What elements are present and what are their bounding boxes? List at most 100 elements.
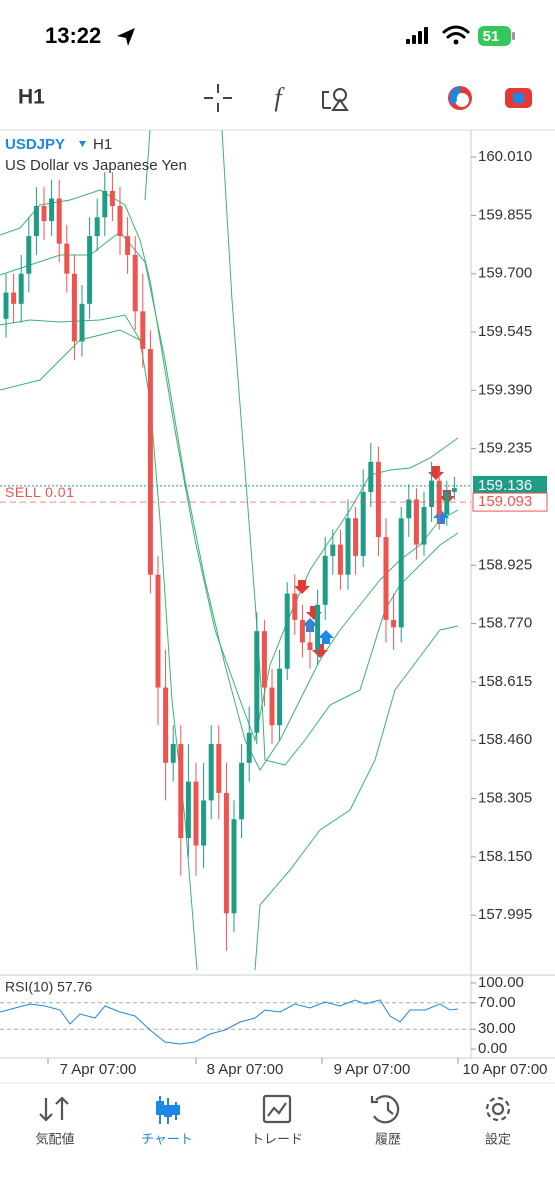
candle-body: [345, 518, 351, 575]
candle-body: [368, 461, 374, 492]
trade-icon: [262, 1094, 292, 1124]
history-icon: [370, 1095, 400, 1124]
candle-body: [330, 544, 336, 556]
candle-body: [261, 631, 267, 688]
tab-label[interactable]: チャート: [141, 1131, 193, 1146]
candle-body: [132, 254, 138, 312]
indicators-button[interactable]: f: [274, 83, 285, 112]
signal-icon: [406, 27, 428, 44]
tab-label[interactable]: トレード: [251, 1131, 303, 1146]
candle-body: [64, 243, 70, 274]
candle-body: [406, 499, 412, 519]
candle-body: [353, 518, 359, 556]
candle-body: [322, 555, 328, 605]
candle-body: [87, 236, 93, 304]
time-label: 8 Apr 07:00: [207, 1061, 284, 1078]
candle-body: [223, 792, 229, 914]
price-tick-label: 160.010: [478, 148, 532, 165]
bid-label: 159.136: [478, 477, 532, 494]
candle-body: [178, 743, 184, 839]
price-tick-label: 159.855: [478, 206, 532, 223]
candle-body: [299, 619, 305, 643]
rsi-tick-label: 0.00: [478, 1040, 507, 1057]
candle-body: [277, 668, 283, 726]
rsi-line: [0, 999, 459, 1045]
tab-label[interactable]: 履歴: [375, 1131, 401, 1146]
tab-label[interactable]: 設定: [485, 1131, 511, 1146]
candle-body: [383, 537, 389, 620]
wifi-icon: [442, 25, 470, 39]
price-tick-label: 158.925: [478, 556, 532, 573]
candle-body: [231, 819, 237, 914]
onclick-button-inner: [513, 93, 524, 103]
wifi-dot: [453, 39, 459, 45]
candle-body: [208, 743, 214, 801]
candle-body: [436, 480, 442, 515]
candle-body: [315, 604, 321, 650]
candle-body: [49, 198, 55, 222]
candle-body: [26, 236, 32, 274]
clock: 13:22: [45, 23, 101, 48]
chart-timeframe: H1: [93, 136, 112, 153]
price-tick-label: 158.305: [478, 790, 532, 807]
indicator-lines: [0, 129, 459, 971]
candle-body: [56, 198, 62, 244]
candle-body: [117, 205, 123, 237]
price-tick-label: 159.235: [478, 440, 532, 457]
battery-level: 51: [483, 28, 500, 45]
candle-body: [125, 236, 131, 255]
price-tick-label: 158.615: [478, 673, 532, 690]
quotes-icon: [39, 1096, 69, 1122]
candle-body: [11, 292, 17, 304]
crosshair-button[interactable]: [204, 84, 232, 112]
candle-body: [185, 781, 191, 839]
candle-body: [444, 491, 450, 515]
candle-body: [41, 205, 47, 222]
candle-body: [33, 205, 39, 237]
rsi-tick-label: 100.00: [478, 974, 524, 991]
symbol: USDJPY: [5, 136, 65, 153]
candle-body: [193, 781, 199, 846]
timeframe-button[interactable]: H1: [18, 86, 45, 109]
symbol-dropdown[interactable]: [79, 141, 86, 147]
candle-body: [170, 743, 176, 763]
rsi-tick-label: 70.00: [478, 994, 516, 1011]
symbol-description: US Dollar vs Japanese Yen: [5, 157, 187, 174]
candle-body: [201, 800, 207, 846]
time-label: 9 Apr 07:00: [334, 1061, 411, 1078]
price-tick-label: 158.150: [478, 848, 532, 865]
candle-body: [421, 506, 427, 545]
candle-body: [360, 491, 366, 556]
battery-cap: [512, 32, 515, 40]
candle-body: [79, 303, 85, 342]
candle-body: [102, 190, 108, 218]
candle-body: [451, 488, 457, 492]
position-text: SELL 0.01: [5, 484, 74, 500]
price-tick-label: 157.995: [478, 906, 532, 923]
candle-body: [109, 190, 115, 206]
candle-body: [391, 619, 397, 628]
trade-button-inner: [455, 93, 469, 107]
candle-body: [163, 687, 169, 763]
tab-label[interactable]: 気配値: [35, 1131, 74, 1146]
price-tick-label: 158.460: [478, 731, 532, 748]
position-label-box: [472, 492, 548, 512]
candle-body: [398, 518, 404, 628]
candle-body: [254, 631, 260, 733]
candle-body: [246, 732, 252, 763]
candle-body: [216, 743, 222, 793]
candle-body: [18, 273, 24, 304]
candle-body: [147, 348, 153, 575]
location-icon: [117, 28, 135, 46]
candle-body: [239, 762, 245, 820]
candle-body: [375, 461, 381, 538]
objects-button[interactable]: [322, 88, 349, 111]
candle-body: [3, 292, 9, 319]
candle-body: [94, 217, 100, 237]
settings-icon: [485, 1096, 511, 1122]
battery: [478, 26, 511, 46]
time-label: 7 Apr 07:00: [60, 1061, 137, 1078]
price-tick-label: 158.770: [478, 615, 532, 632]
time-label: 10 Apr 07:00: [462, 1061, 547, 1078]
